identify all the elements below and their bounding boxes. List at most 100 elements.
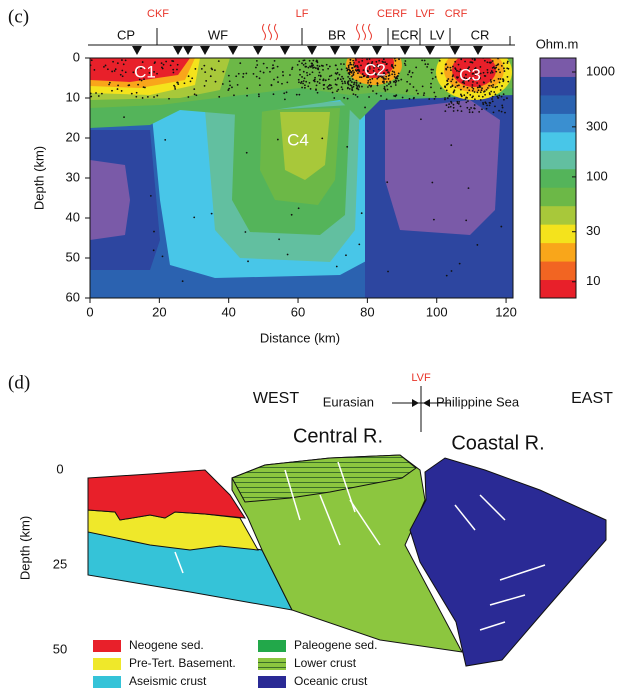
seismic-dot bbox=[391, 63, 393, 66]
colorbar-segment bbox=[540, 279, 576, 299]
seismic-dot bbox=[351, 75, 353, 77]
seismic-dot bbox=[473, 59, 476, 62]
seismic-dot bbox=[239, 62, 242, 65]
plate-label: Eurasian bbox=[323, 394, 374, 409]
seismic-dot bbox=[448, 95, 451, 97]
seismic-dot bbox=[391, 70, 394, 73]
seismic-dot bbox=[473, 67, 476, 70]
seismic-dot bbox=[282, 74, 284, 77]
seismic-dot bbox=[501, 85, 503, 87]
x-tick-label: 0 bbox=[86, 304, 93, 319]
hot-spring bbox=[368, 23, 372, 41]
seismic-dot bbox=[346, 69, 349, 72]
seismic-dot bbox=[323, 83, 326, 86]
seismic-dot bbox=[340, 68, 343, 71]
seismic-dot bbox=[135, 95, 138, 98]
seismic-dot bbox=[395, 52, 397, 54]
seismic-dot bbox=[376, 82, 379, 84]
seismic-dot bbox=[353, 65, 356, 68]
neogene bbox=[87, 469, 246, 521]
station bbox=[425, 46, 435, 55]
y-tick-label: 50 bbox=[66, 249, 80, 264]
seismic-dot bbox=[371, 77, 374, 80]
seismic-dot bbox=[370, 84, 373, 87]
seismic-dot bbox=[434, 76, 437, 78]
seismic-dot bbox=[348, 77, 351, 80]
seismic-dot bbox=[262, 71, 265, 74]
seismic-dot bbox=[346, 82, 349, 84]
seismic-dot bbox=[415, 66, 418, 69]
seismic-dot bbox=[353, 55, 355, 57]
seismic-dot bbox=[492, 66, 495, 69]
seismic-dot bbox=[300, 80, 303, 83]
seismic-dot bbox=[312, 59, 315, 62]
seismic-dot bbox=[489, 102, 492, 104]
seismic-dot bbox=[355, 79, 358, 82]
seismic-dot bbox=[387, 71, 390, 74]
seismic-dot bbox=[302, 80, 305, 82]
seismic-dot bbox=[161, 255, 164, 258]
seismic-dot bbox=[352, 69, 354, 72]
seismic-dot bbox=[377, 76, 380, 79]
seismic-dot bbox=[445, 274, 448, 277]
seismic-dot bbox=[432, 218, 435, 221]
seismic-dot bbox=[477, 89, 480, 92]
seismic-dot bbox=[504, 111, 506, 114]
seismic-dot bbox=[438, 59, 441, 62]
station bbox=[350, 46, 360, 55]
seismic-dot bbox=[348, 68, 350, 71]
seismic-dot bbox=[492, 83, 495, 86]
station bbox=[132, 46, 142, 55]
seismic-dot bbox=[457, 63, 460, 66]
seismic-dot bbox=[498, 94, 501, 97]
hot-spring bbox=[362, 23, 366, 41]
seismic-dot bbox=[450, 80, 453, 83]
seismic-dot bbox=[471, 89, 474, 92]
seismic-dot bbox=[340, 63, 342, 65]
legend-swatch bbox=[93, 640, 121, 652]
seismic-dot bbox=[187, 75, 190, 78]
station bbox=[200, 46, 210, 55]
seismic-dot bbox=[242, 72, 245, 75]
seismic-dot bbox=[372, 70, 375, 72]
seismic-dot bbox=[276, 65, 279, 68]
seismic-dot bbox=[255, 75, 258, 78]
seismic-dot bbox=[217, 60, 220, 63]
seismic-dot bbox=[498, 109, 500, 112]
seismic-dot bbox=[482, 103, 485, 106]
seismic-dot bbox=[359, 76, 361, 79]
lower-crust bbox=[231, 454, 417, 503]
seismic-dot bbox=[456, 69, 458, 72]
seismic-dot bbox=[350, 71, 353, 74]
seismic-dot bbox=[304, 65, 307, 68]
seismic-dot bbox=[411, 71, 414, 74]
zone-label: WF bbox=[208, 27, 228, 42]
seismic-dot bbox=[375, 92, 378, 95]
seismic-dot bbox=[376, 84, 379, 87]
seismic-dot bbox=[483, 81, 485, 84]
seismic-dot bbox=[449, 86, 452, 88]
seismic-dot bbox=[444, 85, 446, 88]
seismic-dot bbox=[353, 55, 355, 57]
seismic-dot bbox=[193, 88, 196, 91]
seismic-dot bbox=[383, 74, 386, 77]
seismic-dot bbox=[316, 60, 319, 63]
seismic-dot bbox=[445, 83, 448, 86]
seismic-dot bbox=[356, 65, 359, 68]
seismic-dot bbox=[463, 79, 466, 82]
seismic-dot bbox=[410, 75, 413, 78]
seismic-dot bbox=[485, 102, 488, 105]
seismic-dot bbox=[506, 60, 509, 63]
anomaly-label: C3 bbox=[459, 65, 481, 84]
seismic-dot bbox=[506, 97, 508, 100]
seismic-dot bbox=[471, 61, 474, 64]
seismic-dot bbox=[285, 91, 288, 94]
seismic-dot bbox=[343, 96, 346, 99]
seismic-dot bbox=[446, 80, 449, 83]
seismic-dot bbox=[119, 73, 122, 76]
seismic-dot bbox=[445, 67, 447, 70]
seismic-dot bbox=[140, 79, 143, 82]
seismic-dot bbox=[445, 89, 448, 92]
seismic-dot bbox=[304, 62, 307, 65]
seismic-dot bbox=[474, 71, 477, 74]
